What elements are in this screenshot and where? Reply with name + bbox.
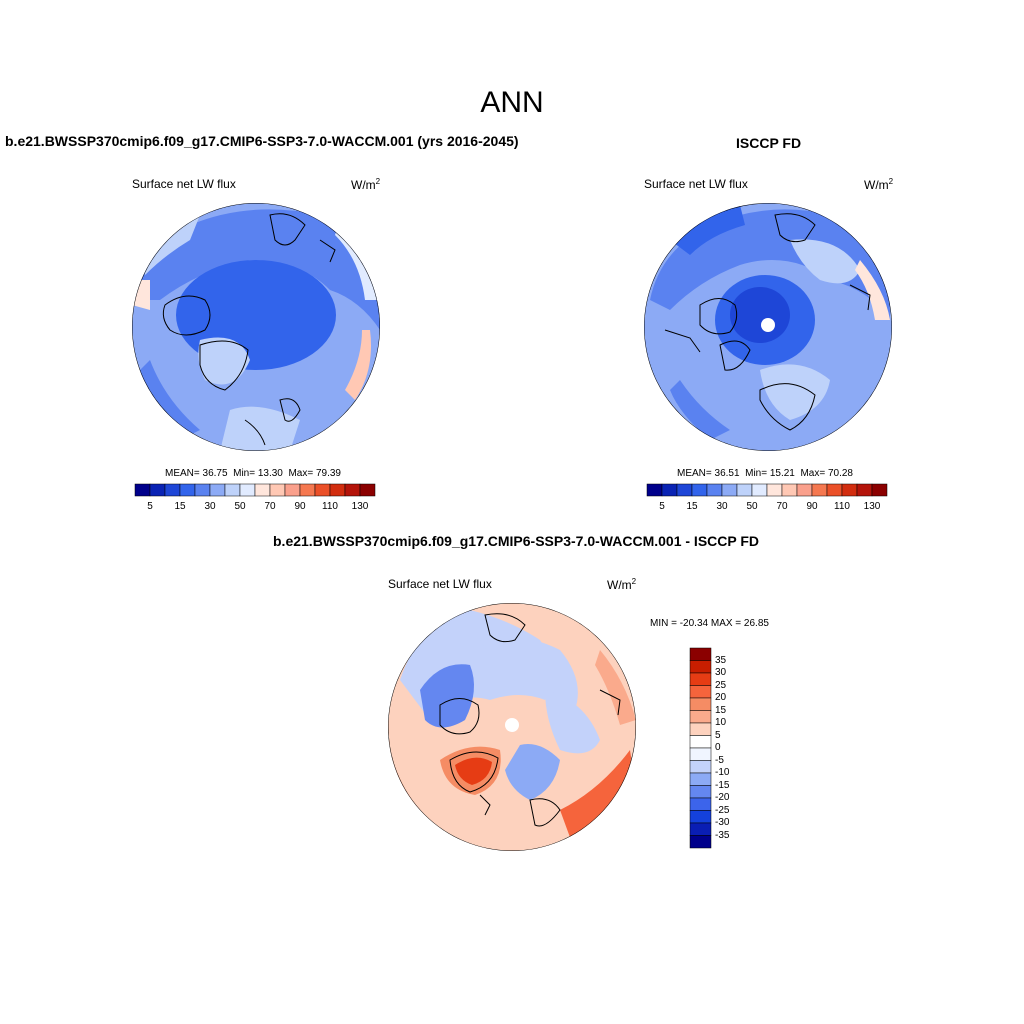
diff-colorbar-tick-label: -20 — [715, 792, 730, 803]
obs-colorbar-box — [661, 483, 678, 497]
diff-colorbar — [689, 647, 712, 849]
diff-colorbar-tick-label: 25 — [715, 679, 727, 691]
model-panel-title: b.e21.BWSSP370cmip6.f09_g17.CMIP6-SSP3-7… — [5, 133, 519, 149]
diff-colorbar-box — [689, 672, 712, 686]
figure-title: ANN — [480, 86, 544, 119]
obs-variable-label: Surface net LW flux — [644, 177, 748, 191]
diff-units: W/m2 — [607, 577, 637, 592]
obs-colorbar-box — [841, 483, 858, 497]
model-colorbar-box — [224, 483, 241, 497]
model-colorbar-box — [314, 483, 331, 497]
diff-panel-title: b.e21.BWSSP370cmip6.f09_g17.CMIP6-SSP3-7… — [273, 533, 760, 549]
obs-colorbar-box — [676, 483, 693, 497]
model-colorbar-box — [359, 483, 376, 497]
model-colorbar-tick-label: 70 — [264, 501, 276, 512]
diff-colorbar-tick-label: 0 — [715, 742, 721, 753]
obs-colorbar-box — [871, 483, 888, 497]
diff-colorbar-box — [689, 785, 712, 799]
diff-colorbar-tick-label: -5 — [715, 754, 724, 766]
diff-variable-label: Surface net LW flux — [388, 577, 492, 591]
model-colorbar-box — [269, 483, 286, 497]
diff-colorbar-box — [689, 647, 712, 661]
model-colorbar-box — [179, 483, 196, 497]
model-colorbar-box — [254, 483, 271, 497]
model-colorbar-box — [164, 483, 181, 497]
obs-colorbar — [646, 483, 888, 497]
obs-colorbar-box — [856, 483, 873, 497]
model-colorbar-tick-label: 30 — [204, 501, 216, 512]
model-stats: MEAN= 36.75 Min= 13.30 Max= 79.39 — [165, 468, 341, 479]
obs-colorbar-box — [706, 483, 723, 497]
diff-colorbar-tick-label: 35 — [715, 654, 727, 666]
obs-colorbar-box — [721, 483, 738, 497]
model-colorbar-box — [209, 483, 226, 497]
diff-colorbar-tick-label: 20 — [715, 692, 727, 703]
obs-units: W/m2 — [864, 177, 894, 192]
model-polar-map — [132, 203, 380, 451]
model-colorbar-box — [344, 483, 361, 497]
model-colorbar-box — [239, 483, 256, 497]
obs-colorbar-tick-label: 70 — [776, 501, 788, 512]
obs-colorbar-box — [766, 483, 783, 497]
model-colorbar-box — [134, 483, 151, 497]
model-colorbar-box — [194, 483, 211, 497]
diff-colorbar-tick-label: -35 — [715, 829, 730, 841]
diff-colorbar-tick-label: -30 — [715, 817, 730, 828]
model-colorbar-tick-label: 130 — [351, 501, 369, 512]
model-colorbar-box — [329, 483, 346, 497]
obs-stats: MEAN= 36.51 Min= 15.21 Max= 70.28 — [677, 468, 853, 479]
diff-colorbar-box — [689, 747, 712, 761]
diff-colorbar-tick-label: -15 — [715, 779, 730, 791]
diff-colorbar-box — [689, 685, 712, 699]
diff-colorbar-box — [689, 710, 712, 724]
diff-colorbar-tick-label: -10 — [715, 767, 730, 778]
obs-colorbar-box — [646, 483, 663, 497]
diff-colorbar-box — [689, 835, 712, 849]
model-colorbar — [134, 483, 376, 497]
model-colorbar-box — [149, 483, 166, 497]
diff-colorbar-box — [689, 772, 712, 786]
diff-colorbar-box — [689, 697, 712, 711]
diff-colorbar-tick-label: 10 — [715, 717, 727, 728]
obs-colorbar-tick-label: 110 — [834, 501, 850, 512]
obs-colorbar-box — [781, 483, 798, 497]
diff-colorbar-tick-label: 15 — [715, 704, 727, 716]
model-colorbar-tick-label: 15 — [174, 501, 186, 512]
obs-panel-title: ISCCP FD — [736, 135, 802, 151]
diff-colorbar-tick-label: -25 — [715, 804, 730, 816]
diff-colorbar-tick-label: 5 — [715, 729, 721, 741]
obs-colorbar-box — [826, 483, 843, 497]
model-colorbar-tick-label: 50 — [234, 501, 246, 512]
diff-colorbar-box — [689, 735, 712, 749]
obs-colorbar-box — [691, 483, 708, 497]
model-units: W/m2 — [351, 177, 381, 192]
obs-colorbar-tick-label: 5 — [659, 501, 665, 512]
model-colorbar-tick-label: 90 — [294, 501, 306, 512]
diff-polar-map — [388, 603, 636, 851]
model-colorbar-box — [284, 483, 301, 497]
obs-colorbar-tick-label: 30 — [716, 501, 728, 512]
obs-polar-map — [644, 203, 892, 451]
diff-colorbar-box — [689, 722, 712, 736]
diff-colorbar-box — [689, 760, 712, 774]
diff-colorbar-box — [689, 810, 712, 824]
diff-colorbar-box — [689, 797, 712, 811]
diff-colorbar-tick-label: 30 — [715, 667, 727, 678]
obs-colorbar-tick-label: 15 — [686, 501, 698, 512]
model-colorbar-tick-label: 5 — [147, 501, 153, 512]
obs-colorbar-box — [736, 483, 753, 497]
model-variable-label: Surface net LW flux — [132, 177, 236, 191]
diff-minmax: MIN = -20.34 MAX = 26.85 — [650, 618, 769, 629]
obs-colorbar-tick-label: 130 — [863, 501, 881, 512]
obs-colorbar-tick-label: 90 — [806, 501, 818, 512]
obs-colorbar-box — [751, 483, 768, 497]
diff-colorbar-box — [689, 822, 712, 836]
obs-colorbar-tick-label: 50 — [746, 501, 758, 512]
model-colorbar-tick-label: 110 — [322, 501, 338, 512]
obs-colorbar-box — [796, 483, 813, 497]
model-colorbar-box — [299, 483, 316, 497]
obs-colorbar-box — [811, 483, 828, 497]
diff-colorbar-box — [689, 660, 712, 674]
